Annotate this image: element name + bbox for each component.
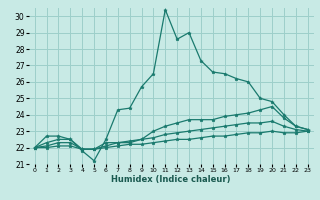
X-axis label: Humidex (Indice chaleur): Humidex (Indice chaleur) [111, 175, 231, 184]
